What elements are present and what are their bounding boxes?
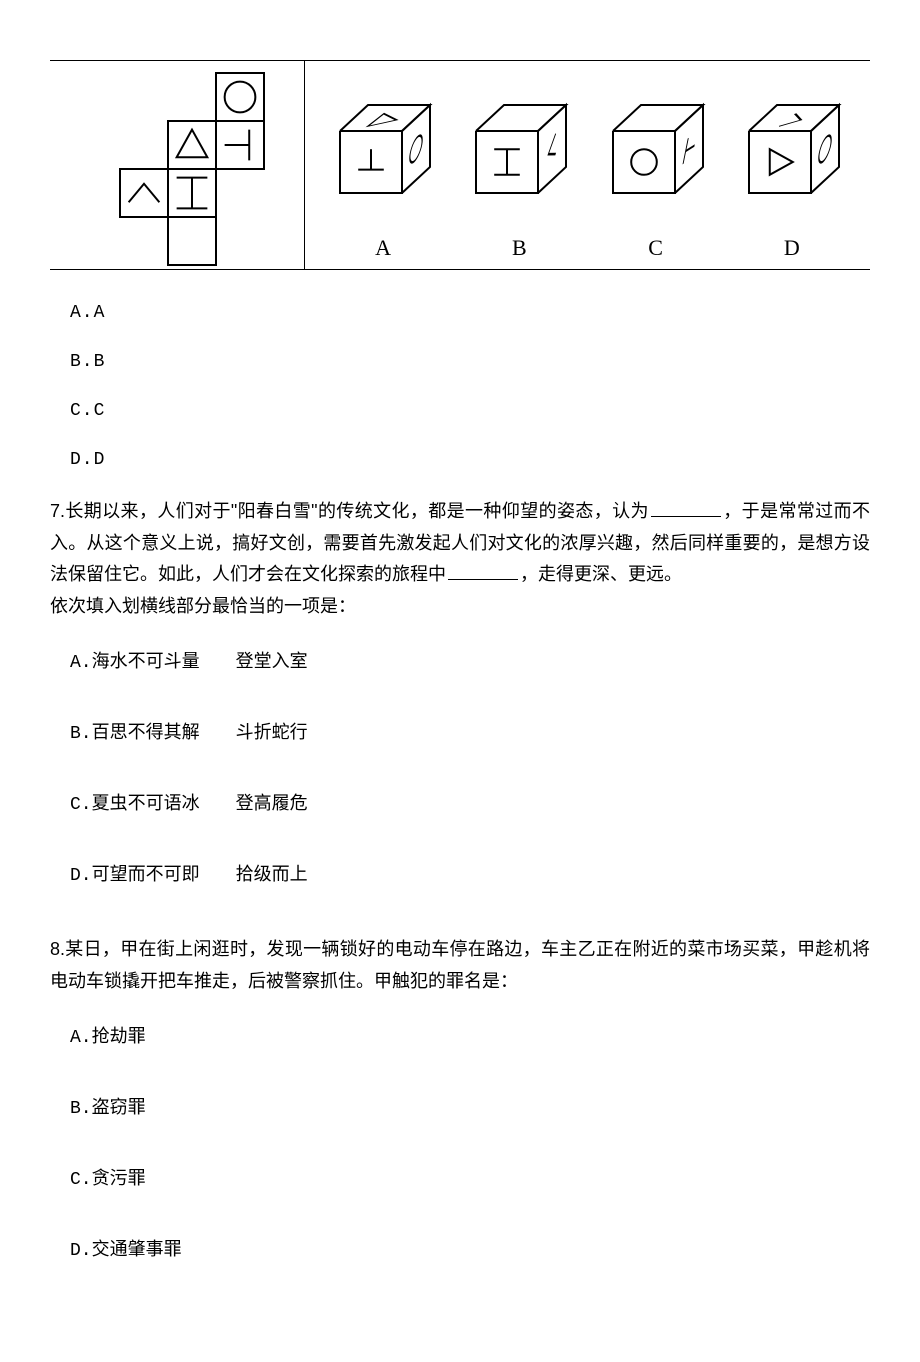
q6-option-c[interactable]: C.C — [70, 398, 870, 425]
cube-option-b[interactable]: B — [464, 91, 574, 264]
q7-option-c[interactable]: C.夏虫不可语冰 登高履危 — [70, 792, 870, 819]
cube-options: A B C D — [305, 61, 870, 269]
q7-options: A.海水不可斗量 登堂入室 B.百思不得其解 斗折蛇行 C.夏虫不可语冰 登高履… — [70, 650, 870, 890]
q8-text: 8.某日，甲在街上闲逛时，发现一辆锁好的电动车停在路边，车主乙正在附近的菜市场买… — [50, 934, 870, 997]
blank-2 — [448, 562, 518, 580]
q7-option-b[interactable]: B.百思不得其解 斗折蛇行 — [70, 721, 870, 748]
q8-option-c[interactable]: C.贪污罪 — [70, 1167, 870, 1194]
cube-option-d[interactable]: D — [737, 91, 847, 264]
net-svg — [50, 61, 305, 271]
q7: 7.长期以来，人们对于"阳春白雪"的传统文化，都是一种仰望的姿态，认为，于是常常… — [50, 496, 870, 890]
q6-figure: A B C D — [50, 60, 870, 270]
q8-option-b[interactable]: B.盗窃罪 — [70, 1096, 870, 1123]
q7-prefix: 7.长期以来，人们对于"阳春白雪"的传统文化，都是一种仰望的姿态，认为 — [50, 501, 649, 521]
cube-label: C — [648, 231, 663, 264]
q8-options: A.抢劫罪 B.盗窃罪 C.贪污罪 D.交通肇事罪 — [70, 1025, 870, 1265]
q7-prompt: 依次填入划横线部分最恰当的一项是： — [50, 596, 356, 616]
q7-mid2: ，走得更深、更远。 — [520, 564, 682, 584]
q7-option-d[interactable]: D.可望而不可即 拾级而上 — [70, 863, 870, 890]
cube-label: D — [784, 231, 800, 264]
q8-option-d[interactable]: D.交通肇事罪 — [70, 1238, 870, 1265]
q7-option-a[interactable]: A.海水不可斗量 登堂入室 — [70, 650, 870, 677]
cube-label: A — [375, 231, 391, 264]
q6-options: A.A B.B C.C D.D — [70, 300, 870, 474]
q8: 8.某日，甲在街上闲逛时，发现一辆锁好的电动车停在路边，车主乙正在附近的菜市场买… — [50, 934, 870, 1265]
q6-option-d[interactable]: D.D — [70, 447, 870, 474]
cube-net — [50, 61, 305, 269]
q6-option-a[interactable]: A.A — [70, 300, 870, 327]
blank-1 — [651, 499, 721, 517]
q6-option-b[interactable]: B.B — [70, 349, 870, 376]
cube-option-a[interactable]: A — [328, 91, 438, 264]
cube-label: B — [512, 231, 527, 264]
q7-text: 7.长期以来，人们对于"阳春白雪"的传统文化，都是一种仰望的姿态，认为，于是常常… — [50, 496, 870, 622]
cube-option-c[interactable]: C — [601, 91, 711, 264]
q8-option-a[interactable]: A.抢劫罪 — [70, 1025, 870, 1052]
